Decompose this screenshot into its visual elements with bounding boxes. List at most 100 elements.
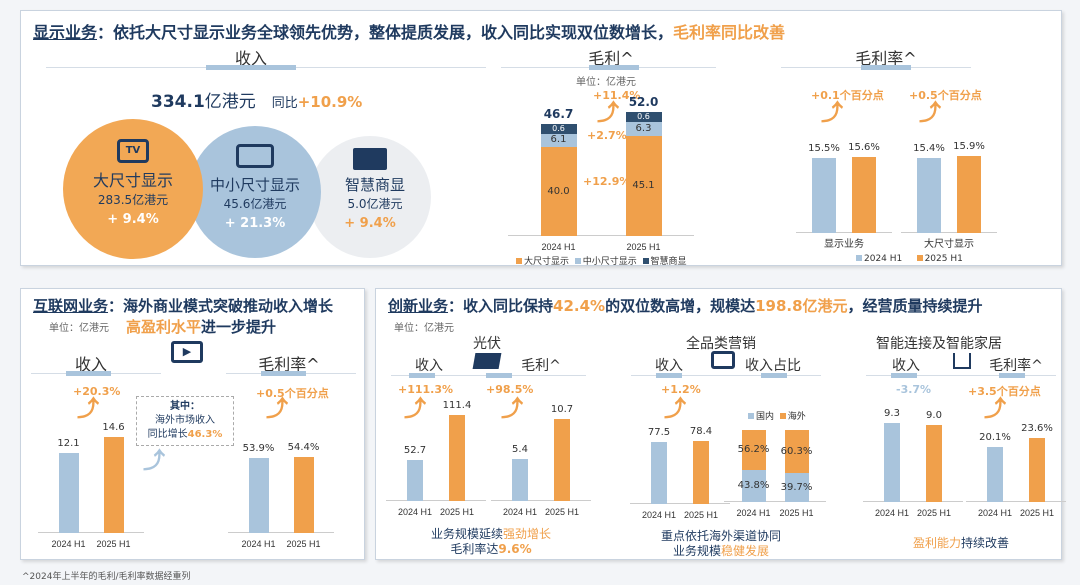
baseline [491,500,591,501]
home-revenue-change: -3.7% [896,383,932,396]
divider [631,375,821,376]
segment-label: 60.3% [780,445,813,457]
internet-title: 互联网业务：海外商业模式突破推动收入增长 [33,297,334,315]
home-revenue-chart: 9.3 2024 H1 9.0 2025 H1 [863,404,963,518]
segment-label: 39.7% [780,481,813,493]
pv-profit-header: 毛利^ [521,358,561,374]
bar-segment [540,147,577,236]
video-play-icon: ▶ [171,341,203,363]
segment-label: 6.3 [635,122,652,134]
innovation-business-panel: 创新业务：收入同比保持42.4%的双位数高增，规模达198.8亿港元，经营质量持… [375,288,1066,560]
tablet-icon [236,144,274,168]
smart-home-title: 智能连接及智能家居 [876,336,1002,352]
value-label: 23.6% [1021,422,1053,434]
baseline [508,235,694,236]
smart-home-icon [953,353,971,369]
baseline [901,232,997,233]
growth-arrow-icon: ⤴ [664,397,687,422]
growth-arrow-icon: ⤴ [597,101,620,126]
value-label: 15.9% [953,141,985,153]
pv-revenue-chart: 52.7 2024 H1 111.4 2025 H1 [386,400,486,517]
baseline [966,501,1066,502]
innovation-title: 创新业务：收入同比保持42.4%的双位数高增，规模达198.8亿港元，经营质量持… [388,297,983,315]
x-tick-label: 2025 H1 [626,242,661,252]
segment-label: 40.0 [547,185,570,197]
bar-segment [784,473,809,502]
marketing-revenue-chart: 77.5 2024 H1 78.4 2025 H1 [630,404,730,520]
accent [261,371,306,376]
bar [512,459,528,501]
margin-change-display: +0.1个百分点 [811,89,884,102]
accent [486,373,512,378]
display-business-panel: 显示业务：依托大尺寸显示业务全球领先优势，整体提质发展，收入同比实现双位数增长，… [20,10,1062,267]
bar [407,460,423,501]
revenue-header: 收入 [74,355,107,374]
internet-subtitle: 高盈利水平进一步提升 [126,318,277,336]
internet-business-panel: 互联网业务：海外商业模式突破推动收入增长 单位：亿港元 高盈利水平进一步提升 ▶… [20,288,365,560]
growth-arrow-icon: ⤴ [919,101,942,126]
growth-arrow-icon: ⤴ [143,449,166,474]
value-label: 5.4 [512,444,528,456]
baseline [863,501,963,502]
pv-revenue-header: 收入 [415,358,443,374]
home-margin-chart: 20.1% 2024 H1 23.6% 2025 H1 [966,404,1066,518]
bar-segment [784,430,809,474]
accent [206,65,296,70]
margin-change: +0.5个百分点 [256,387,329,400]
growth-arrow-icon: ⤴ [821,101,844,126]
revenue-total: 334.1亿港元 同比+10.9% [151,92,363,112]
gross-profit-chart: 40.0 6.1 0.6 46.7 2024 H1 45.1 6.3 0.6 52.0 2025 … [508,95,694,252]
share-legend: 国内 海外 [748,409,806,422]
solar-panel-icon [472,353,502,369]
accent [761,373,787,378]
bar-segment [540,133,577,148]
bar [987,447,1003,502]
growth-arrow-icon: ⤴ [501,397,524,422]
value-label: 20.1% [979,432,1011,444]
segment-label: 45.1 [632,179,655,191]
bar [449,415,465,501]
gross-margin-header: 毛利率^ [855,49,917,68]
segment-label: 56.2% [737,444,770,456]
bar [103,436,124,533]
bar-segment [741,470,766,502]
bar-segment [625,111,662,122]
total-growth: +11.4% [593,89,641,102]
value-label: 14.6 [102,421,125,433]
x-tick-label: 2024 H1 [641,510,677,520]
x-tick-label: 2024 H1 [874,508,910,518]
value-label: 10.7 [550,403,574,415]
accent [66,371,111,376]
segment-small-medium-display: 中小尺寸显示 45.6亿港元 + 21.3% [189,126,321,258]
home-margin-change: +3.5个百分点 [968,385,1041,398]
bar-segment [540,123,577,134]
bar-segment [625,121,662,136]
bar-segment [741,430,766,471]
internet-margin-chart: 53.9% 2024 H1 54.4% 2025 H1 [228,421,334,549]
bar [554,418,570,501]
x-tick-label: 2024 H1 [51,539,86,549]
x-tick-label: 2025 H1 [544,507,580,517]
bar [248,457,269,533]
marketing-title: 全品类营销 [686,336,756,352]
value-label: 12.1 [57,438,80,450]
accent [589,65,639,70]
x-tick-label: 2024 H1 [502,507,538,517]
x-tick-label: 2025 H1 [1019,508,1055,518]
gross-profit-header: 毛利^ [588,49,634,68]
segment-label: 0.6 [637,111,650,121]
baseline [630,503,730,504]
pv-revenue-change: +111.3% [398,383,454,396]
accent [409,373,435,378]
value-label: 15.4% [913,143,945,155]
bar [957,156,981,233]
marketing-revenue-change: +1.2% [661,383,701,396]
footnote: ^2024年上半年的毛利/毛利率数据经重列 [22,572,191,582]
bar [884,422,900,502]
margin-change-large: +0.5个百分点 [909,89,982,102]
unit-label: 单位：亿港元 [576,77,636,88]
x-tick-label: 2025 H1 [96,539,131,549]
marketing-revenue-header: 收入 [655,358,683,374]
x-tick-label: 2024 H1 [241,539,276,549]
segment-large-display: TV 大尺寸显示 283.5亿港元 + 9.4% [63,119,203,259]
